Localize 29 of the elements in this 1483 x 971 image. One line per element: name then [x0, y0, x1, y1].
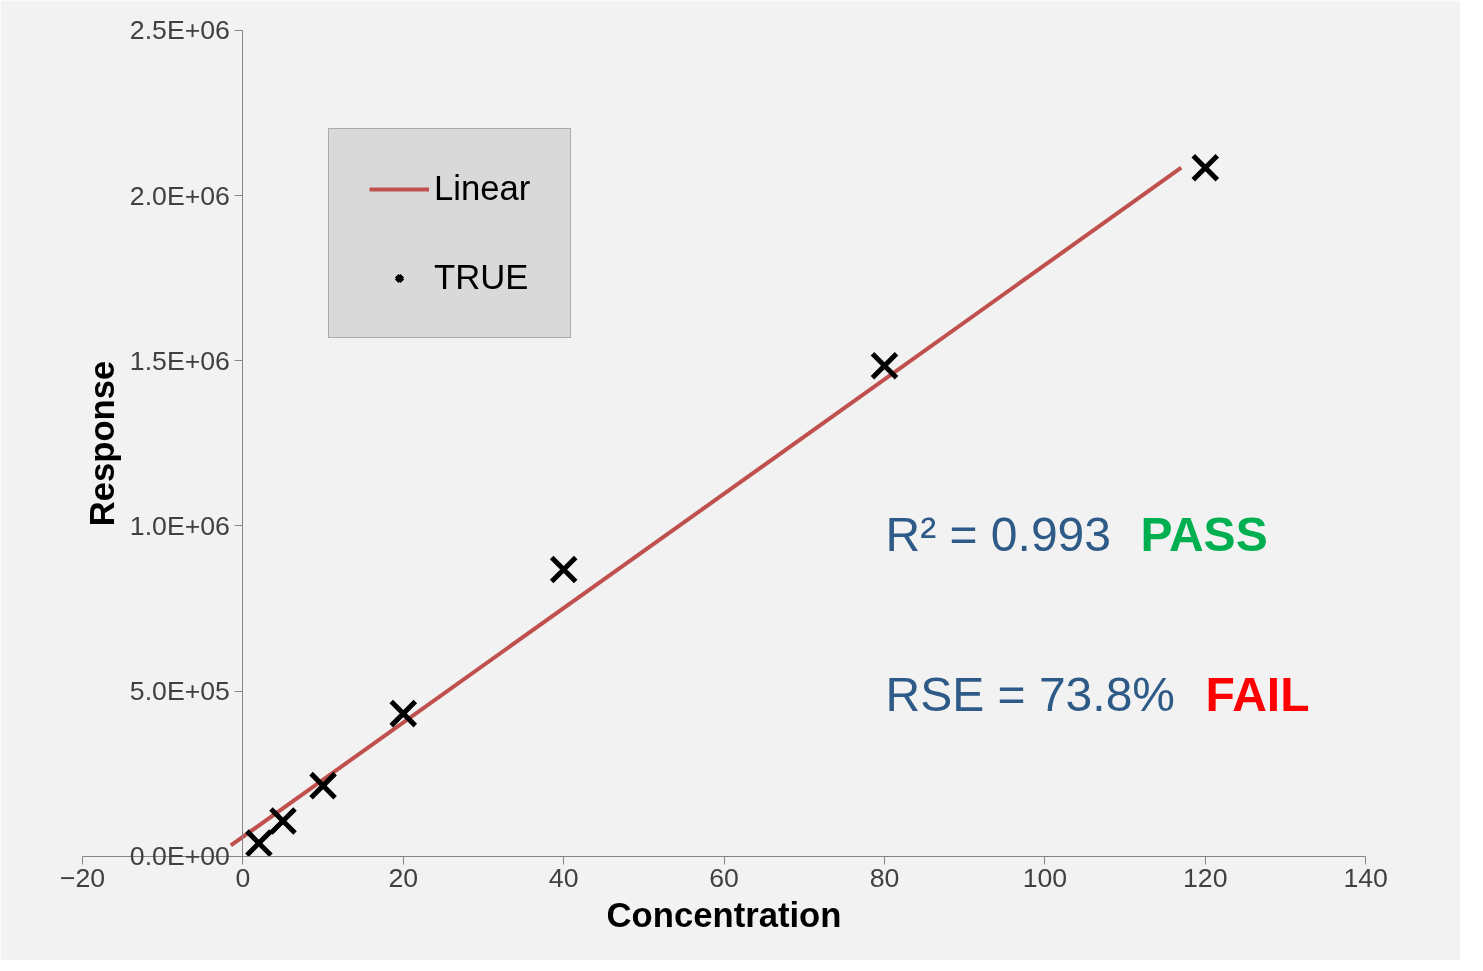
annotation: R² = 0.993: [885, 507, 1111, 561]
annotation: PASS: [1140, 507, 1268, 561]
x-tick-label: 40: [548, 863, 579, 894]
x-tick-label: 20: [388, 863, 419, 894]
y-tick-label: 1.0E+06: [129, 510, 230, 541]
x-tick-label: 100: [1022, 863, 1068, 894]
x-tick-label: 120: [1183, 863, 1228, 894]
y-tick-label: 2.0E+06: [129, 180, 230, 211]
legend-label: TRUE: [434, 258, 529, 297]
x-tick-label: 0: [235, 863, 251, 894]
x-tick-label: −20: [59, 863, 106, 894]
x-tick-label: 60: [709, 863, 739, 894]
y-tick-label: 1.5E+06: [129, 345, 230, 376]
legend-label: Linear: [434, 169, 531, 208]
point: [308, 771, 338, 801]
point: [388, 699, 418, 729]
y-axis-title: Response: [83, 360, 122, 527]
point: [268, 806, 298, 836]
annotation: RSE = 73.8%: [885, 667, 1175, 721]
y-tick-label: 2.5E+06: [129, 15, 230, 46]
point: [549, 555, 579, 585]
x-tick-label: 80: [869, 863, 900, 894]
y-tick-label: 5.0E+05: [129, 676, 230, 707]
point: [244, 828, 274, 858]
x-tick-label: 140: [1343, 863, 1388, 894]
point: [1190, 153, 1220, 183]
annotation: FAIL: [1205, 667, 1310, 721]
point: [869, 351, 899, 381]
x-axis-title: Concentration: [606, 895, 842, 934]
